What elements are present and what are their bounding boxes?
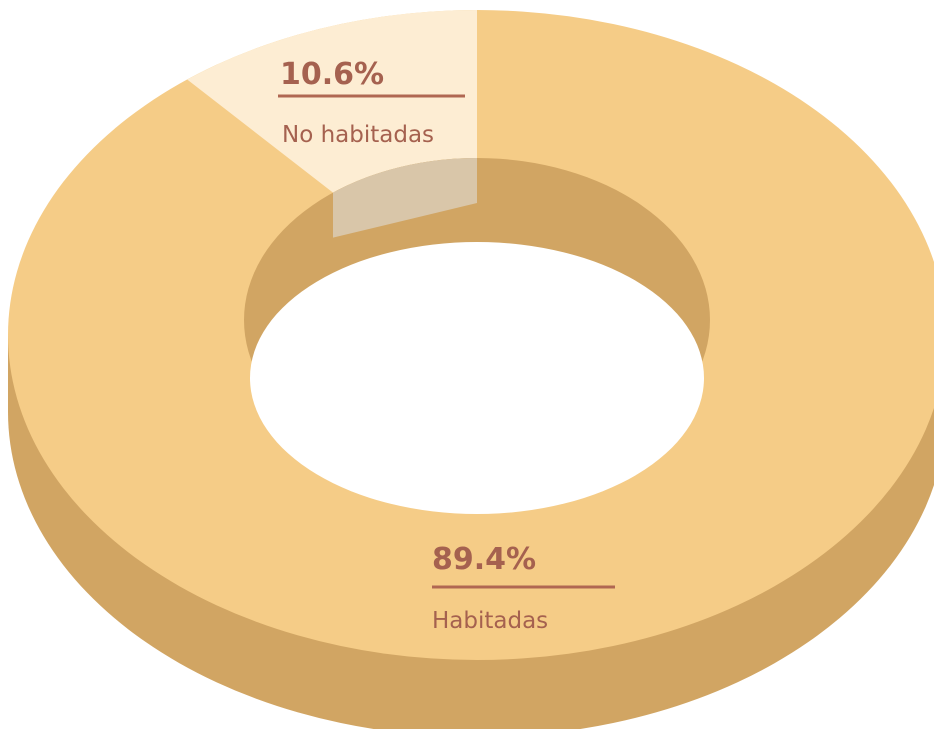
donut-hole — [250, 242, 704, 514]
label-habitadas: 89.4% Habitadas — [432, 542, 615, 634]
slice-no-habitadas — [187, 10, 477, 193]
slice-value-no-habitadas: 10.6% — [280, 57, 384, 92]
slice-label-habitadas: Habitadas — [432, 608, 548, 634]
inner-wall-no-habitadas — [333, 157, 477, 238]
label-no-habitadas: 10.6% No habitadas — [278, 57, 465, 148]
donut-inner-wall — [244, 157, 710, 514]
slice-value-habitadas: 89.4% — [432, 542, 536, 577]
slice-label-no-habitadas: No habitadas — [282, 122, 434, 148]
